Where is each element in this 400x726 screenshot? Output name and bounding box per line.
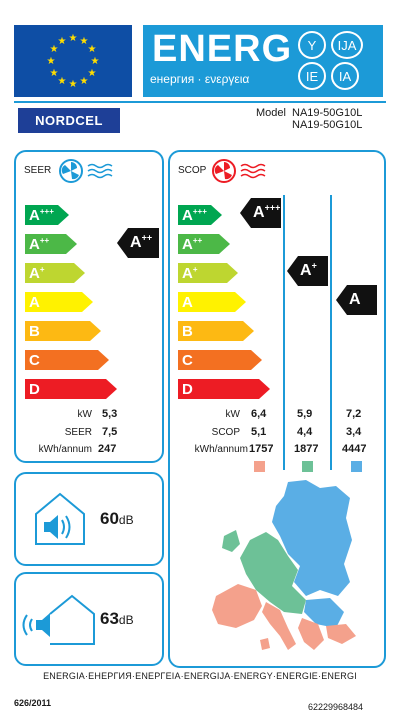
seer-seer-value: 7,5 bbox=[102, 426, 118, 438]
outdoor-noise-unit: dB bbox=[118, 613, 134, 627]
indoor-noise-level: 60dB bbox=[100, 509, 134, 529]
model-line-2: NA19-50G10L bbox=[292, 119, 363, 131]
scop-average-kw: 5,9 bbox=[297, 408, 313, 420]
svg-text:★: ★ bbox=[58, 76, 67, 87]
scop-cold-scop: 3,4 bbox=[346, 426, 362, 438]
scop-average-kwh: 1877 bbox=[294, 443, 319, 455]
svg-text:★: ★ bbox=[88, 44, 97, 55]
lang-code-ia: IA bbox=[331, 62, 359, 90]
seer-class-d: D bbox=[25, 379, 117, 399]
scop-class-d: D bbox=[178, 379, 270, 399]
outdoor-noise-level: 63dB bbox=[100, 609, 134, 629]
svg-text:★: ★ bbox=[88, 68, 97, 79]
svg-text:★: ★ bbox=[58, 36, 67, 47]
scop-class-a3plus: A+++ bbox=[178, 205, 222, 225]
header-divider bbox=[14, 101, 386, 103]
scop-scop-label: SCOP bbox=[211, 427, 240, 438]
outdoor-speaker-icon bbox=[22, 594, 95, 645]
svg-text:★: ★ bbox=[47, 56, 56, 67]
zone-swatch-average bbox=[302, 461, 313, 472]
energy-subtitle: енергия · ενεργεια bbox=[150, 72, 250, 86]
eu-flag: ★ ★ ★ ★ ★ ★ ★ ★ ★ ★ ★ ★ bbox=[14, 25, 132, 97]
zone-swatch-warm bbox=[254, 461, 265, 472]
scop-class-a1plus: A+ bbox=[178, 263, 238, 283]
scop-panel bbox=[168, 150, 386, 668]
scop-title: SCOP bbox=[178, 165, 207, 176]
footer-languages: ENERGIA·ЕНЕРГИЯ·ΕΝΕΡΓΕΙΑ·ENERGIJA·ENERGY… bbox=[43, 671, 357, 681]
indoor-noise-panel bbox=[14, 472, 164, 566]
svg-text:★: ★ bbox=[80, 36, 89, 47]
model-line-1: NA19-50G10L bbox=[292, 107, 363, 119]
eu-stars-icon: ★ ★ ★ ★ ★ ★ ★ ★ ★ ★ ★ ★ bbox=[47, 33, 100, 90]
regulation-number: 626/2011 bbox=[14, 698, 52, 708]
scop-cold-kwh: 4447 bbox=[342, 443, 367, 455]
scop-kwh-label: kWh/annum bbox=[194, 444, 248, 455]
scop-column-divider bbox=[283, 195, 285, 470]
brand-logo: NORDCEL bbox=[18, 108, 120, 133]
indoor-noise-value: 60 bbox=[100, 509, 119, 528]
scop-average-scop: 4,4 bbox=[297, 426, 313, 438]
scop-warm-kwh: 1757 bbox=[249, 443, 274, 455]
outdoor-noise-panel bbox=[14, 572, 164, 666]
scop-class-b: B bbox=[178, 321, 254, 341]
label-code: 62229968484 bbox=[308, 702, 364, 712]
seer-class-a1plus: A+ bbox=[25, 263, 85, 283]
seer-class-a: A bbox=[25, 292, 93, 312]
seer-panel bbox=[14, 150, 164, 463]
seer-kwh-label: kWh/annum bbox=[38, 444, 92, 455]
scop-column-divider bbox=[330, 195, 332, 470]
energy-word: ENERG bbox=[152, 28, 293, 70]
seer-title: SEER bbox=[24, 165, 52, 176]
heating-fan-icon bbox=[212, 159, 266, 183]
lang-code-ija: IJA bbox=[331, 31, 363, 59]
model-identifier: NA19-50G10L NA19-50G10L bbox=[292, 107, 362, 131]
svg-text:★: ★ bbox=[91, 56, 100, 67]
svg-text:★: ★ bbox=[80, 76, 89, 87]
seer-seer-label: SEER bbox=[64, 427, 92, 438]
scop-warm-scop: 5,1 bbox=[251, 426, 267, 438]
zone-swatch-cold bbox=[351, 461, 362, 472]
seer-class-a2plus: A++ bbox=[25, 234, 77, 254]
lang-code-y: Y bbox=[298, 31, 326, 59]
scop-class-c: C bbox=[178, 350, 262, 370]
scop-kw-label: kW bbox=[225, 409, 240, 420]
outdoor-noise-value: 63 bbox=[100, 609, 119, 628]
europe-climate-zones-map bbox=[212, 480, 356, 650]
seer-kw-label: kW bbox=[77, 409, 92, 420]
indoor-noise-unit: dB bbox=[118, 513, 134, 527]
seer-class-b: B bbox=[25, 321, 101, 341]
seer-kw-value: 5,3 bbox=[102, 408, 118, 420]
scop-class-a2plus: A++ bbox=[178, 234, 230, 254]
svg-text:★: ★ bbox=[50, 44, 59, 55]
model-label: Model bbox=[256, 107, 286, 119]
svg-text:★: ★ bbox=[69, 79, 78, 90]
scop-class-a: A bbox=[178, 292, 246, 312]
indoor-speaker-icon bbox=[35, 492, 85, 545]
seer-class-a3plus: A+++ bbox=[25, 205, 69, 225]
scop-cold-kw: 7,2 bbox=[346, 408, 362, 420]
svg-text:★: ★ bbox=[50, 68, 59, 79]
snowflake-fan-icon bbox=[59, 159, 113, 183]
svg-text:★: ★ bbox=[69, 33, 78, 44]
scop-warm-kw: 6,4 bbox=[251, 408, 267, 420]
seer-class-c: C bbox=[25, 350, 109, 370]
lang-code-ie: IE bbox=[298, 62, 326, 90]
seer-kwh-value: 247 bbox=[98, 443, 117, 455]
